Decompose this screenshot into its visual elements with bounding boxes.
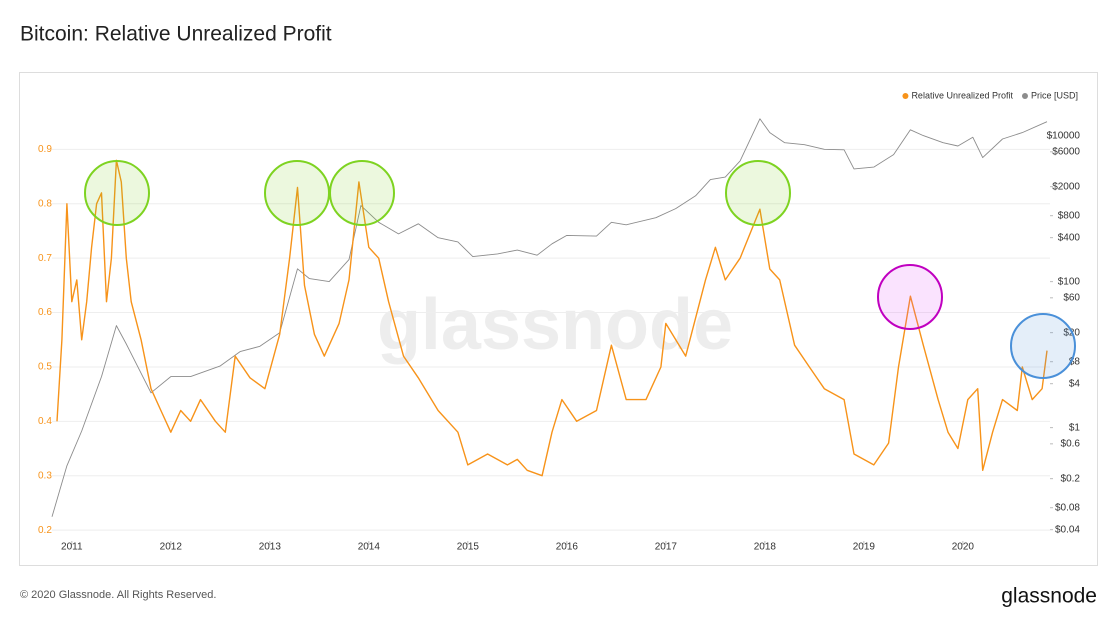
y2-tick-label: $0.6 <box>1061 438 1081 449</box>
peak-circle <box>264 160 330 226</box>
y-tick-label: 0.5 <box>38 362 52 373</box>
y2-tick-label: $0.08 <box>1055 502 1080 513</box>
y2-tick-label: $400 <box>1058 232 1081 243</box>
y-tick-label: 0.7 <box>38 253 52 264</box>
legend-label: Relative Unrealized Profit <box>911 90 1013 100</box>
x-tick-label: 2016 <box>556 542 579 553</box>
y-tick-label: 0.2 <box>38 525 52 536</box>
y2-tick-label: $800 <box>1058 210 1081 221</box>
plot-area: 0.2 0.3 0.4 0.5 0.6 0.7 0.8 0.9 $10000 $6000 $2000… <box>38 90 1080 552</box>
legend-label: Price [USD] <box>1031 90 1078 100</box>
annotation-circles <box>84 160 1076 379</box>
y2-tick-label: $10000 <box>1047 130 1081 141</box>
x-tick-label: 2011 <box>61 542 83 553</box>
chart-title: Bitcoin: Relative Unrealized Profit <box>20 23 332 46</box>
y2-tick-label: $100 <box>1058 276 1081 287</box>
y2-tick-label: $4 <box>1069 378 1081 389</box>
y-tick-label: 0.8 <box>38 198 52 209</box>
x-tick-label: 2019 <box>853 542 876 553</box>
y-tick-label: 0.3 <box>38 470 52 481</box>
y2-tick-label: $2000 <box>1052 181 1080 192</box>
series-line <box>56 159 1048 477</box>
y-tick-label: 0.9 <box>38 144 52 155</box>
peak-circle <box>84 160 150 226</box>
peak-circle <box>725 160 791 226</box>
legend-marker <box>1021 93 1028 99</box>
y2-tick-label: $0.04 <box>1055 524 1080 535</box>
x-tick-label: 2012 <box>160 542 183 553</box>
watermark: glassnode <box>377 285 733 365</box>
y2-tick-label: $0.2 <box>1061 473 1081 484</box>
x-tick-label: 2013 <box>259 542 282 553</box>
footer: © 2020 Glassnode. All Rights Reserved. <box>20 589 216 601</box>
x-tick-label: 2014 <box>358 542 381 553</box>
x-tick-label: 2020 <box>952 542 975 553</box>
peak-circle <box>329 160 395 226</box>
y2-tick-label: $8 <box>1069 356 1081 367</box>
x-tick-label: 2017 <box>655 542 678 553</box>
chart-frame <box>19 72 1098 566</box>
y-tick-label: 0.4 <box>38 416 52 427</box>
local-peak-circle <box>877 264 943 330</box>
legend-marker <box>902 93 909 99</box>
brand-logo: glassnode <box>1001 585 1097 608</box>
y2-tick-label: $1 <box>1069 422 1081 433</box>
current-circle <box>1010 313 1076 379</box>
y2-tick-label: $6000 <box>1052 146 1080 157</box>
x-tick-label: 2015 <box>457 542 480 553</box>
y-tick-label: 0.6 <box>38 307 52 318</box>
x-tick-label: 2018 <box>754 542 777 553</box>
y2-tick-label: $60 <box>1063 292 1080 303</box>
series-line <box>51 118 1048 517</box>
